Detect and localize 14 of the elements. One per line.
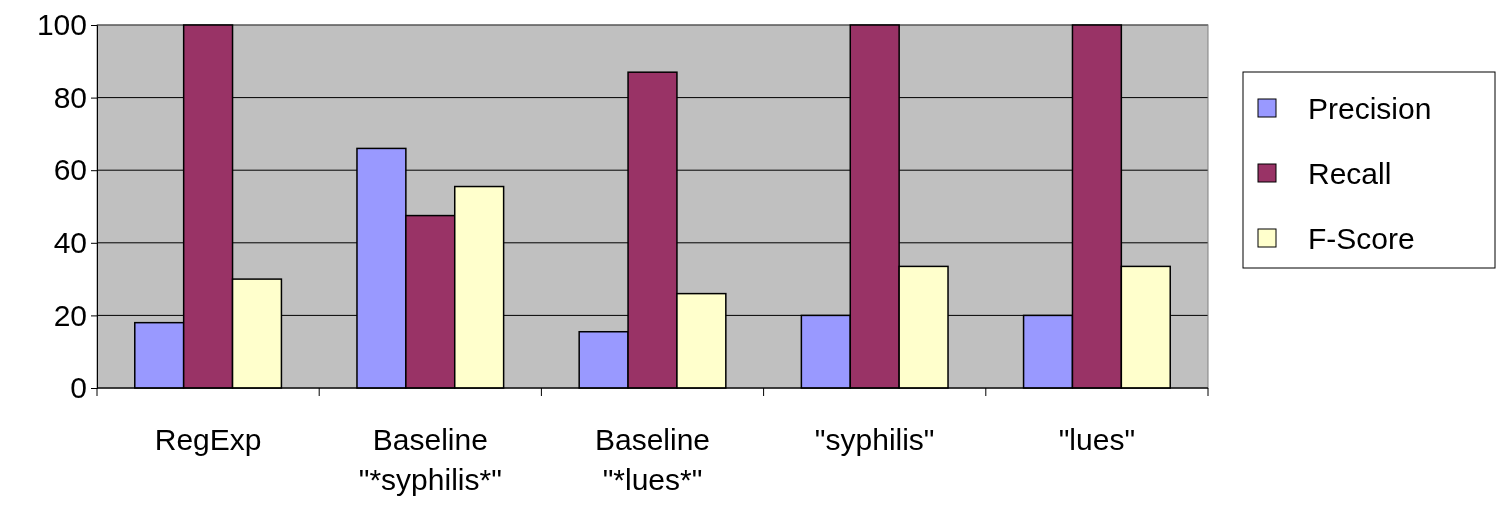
- x-tick-label: "syphilis": [814, 423, 935, 456]
- y-tick-label: 60: [53, 153, 87, 187]
- y-tick-label: 20: [53, 298, 87, 332]
- y-tick-label: 0: [70, 371, 87, 405]
- x-tick-label: Baseline "*syphilis*": [358, 423, 502, 496]
- x-tick-label: RegExp: [154, 423, 262, 456]
- y-tick-label: 40: [53, 225, 87, 259]
- legend-label: F-Score: [1308, 222, 1415, 255]
- x-tick-label: Baseline "*lues*": [594, 423, 711, 496]
- legend-label: Precision: [1308, 92, 1432, 125]
- y-tick-label: 100: [36, 8, 87, 42]
- x-tick-label: "lues": [1058, 423, 1136, 456]
- y-tick-label: 80: [53, 80, 87, 114]
- legend-label: Recall: [1308, 157, 1392, 190]
